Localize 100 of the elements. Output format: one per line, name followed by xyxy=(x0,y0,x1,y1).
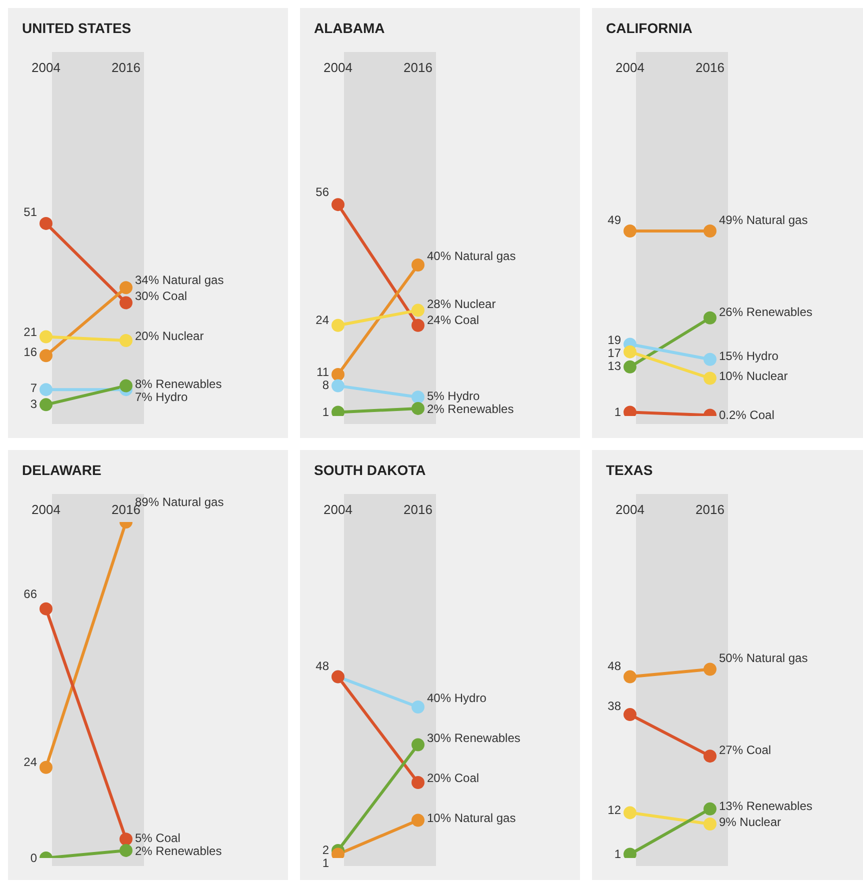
point xyxy=(40,398,52,412)
x-tick-label: 2004 xyxy=(32,60,60,75)
text: 34% Natural gas xyxy=(135,273,224,287)
point xyxy=(624,224,636,238)
data-label: 2 xyxy=(322,843,330,857)
point xyxy=(704,802,716,816)
data-label: 51 xyxy=(24,205,38,219)
text: 2% Renewables xyxy=(135,844,222,858)
x-tick-label: 2016 xyxy=(112,60,140,75)
chart-title: ALABAMA xyxy=(314,20,385,36)
text: 5% Coal xyxy=(135,831,180,845)
data-label: 8 xyxy=(322,378,330,392)
text: 28% Nuclear xyxy=(427,297,496,311)
text: 5% Hydro xyxy=(427,389,480,403)
text: 50% Natural gas xyxy=(719,651,808,665)
point xyxy=(332,379,344,392)
text: 10% Natural gas xyxy=(427,811,516,825)
point xyxy=(332,318,344,332)
point xyxy=(412,738,424,752)
text: 13% Renewables xyxy=(719,799,812,813)
point xyxy=(704,750,716,763)
point xyxy=(624,848,636,858)
point xyxy=(704,352,716,366)
point xyxy=(120,296,132,310)
point xyxy=(120,832,132,846)
data-label: 24 xyxy=(316,313,330,327)
chart-title: UNITED STATES xyxy=(22,20,132,36)
text: 30% Renewables xyxy=(427,731,520,745)
data-label: 13 xyxy=(608,359,622,373)
data-label: 7 xyxy=(30,381,38,395)
data-label: 16 xyxy=(24,345,38,359)
point xyxy=(624,806,636,820)
text: 20% Nuclear xyxy=(135,329,204,343)
text: 24% Coal xyxy=(427,313,480,327)
point xyxy=(40,760,52,774)
point xyxy=(412,258,424,272)
data-label: 19 xyxy=(608,333,622,347)
data-label: 21 xyxy=(24,325,38,339)
x-tick-label: 2004 xyxy=(32,502,60,517)
chart-title: CALIFORNIA xyxy=(606,20,692,36)
point xyxy=(704,372,716,385)
text: 20% Coal xyxy=(427,771,480,785)
point xyxy=(412,304,424,317)
data-label: 1 xyxy=(614,847,622,861)
x-tick-label: 2016 xyxy=(404,60,432,75)
data-label: 56 xyxy=(316,185,330,199)
text: 40% Natural gas xyxy=(427,249,516,263)
text: 27% Coal xyxy=(719,743,772,757)
point xyxy=(704,224,716,238)
data-label: 12 xyxy=(608,803,622,817)
x-tick-label: 2004 xyxy=(616,60,644,75)
x-tick-label: 2004 xyxy=(616,502,644,517)
text: 40% Hydro xyxy=(427,691,486,705)
x-tick-label: 2016 xyxy=(404,502,432,517)
point xyxy=(412,776,424,789)
point xyxy=(40,330,52,344)
text: 9% Nuclear xyxy=(719,815,782,829)
point xyxy=(412,318,424,332)
data-label: 49 xyxy=(608,213,622,227)
data-label: 24 xyxy=(24,755,38,769)
chart-title: TEXAS xyxy=(606,462,653,478)
point xyxy=(624,360,636,374)
point xyxy=(40,216,52,230)
chart-title: SOUTH DAKOTA xyxy=(314,462,426,478)
text: 7% Hydro xyxy=(135,390,188,404)
data-label: 1 xyxy=(614,405,622,419)
point xyxy=(120,334,132,347)
point xyxy=(412,700,424,714)
point xyxy=(332,368,344,381)
data-label: 48 xyxy=(316,659,330,673)
point xyxy=(120,281,132,294)
point xyxy=(40,349,52,362)
point xyxy=(332,406,344,416)
text: 2% Renewables xyxy=(427,402,514,416)
point xyxy=(332,848,344,858)
x-tick-label: 2004 xyxy=(324,60,352,75)
point xyxy=(40,383,52,396)
data-label: 38 xyxy=(608,699,622,713)
chart-title: DELAWARE xyxy=(22,462,102,478)
x-tick-label: 2016 xyxy=(696,502,724,517)
text: 26% Renewables xyxy=(719,305,812,319)
data-label: 3 xyxy=(30,397,38,411)
point xyxy=(120,379,132,392)
text: 15% Hydro xyxy=(719,349,778,363)
x-tick-label: 2004 xyxy=(324,502,352,517)
text: 10% Nuclear xyxy=(719,369,788,383)
data-label: 17 xyxy=(608,346,622,360)
point xyxy=(412,402,424,415)
text: 49% Natural gas xyxy=(719,213,808,227)
point xyxy=(704,311,716,324)
point xyxy=(624,670,636,684)
data-label: 66 xyxy=(24,587,38,601)
point xyxy=(332,198,344,212)
point xyxy=(704,818,716,831)
data-label: 11 xyxy=(316,365,330,379)
text: 8% Renewables xyxy=(135,377,222,391)
point xyxy=(412,814,424,827)
point xyxy=(412,390,424,404)
data-label: 48 xyxy=(608,659,622,673)
point xyxy=(624,708,636,722)
